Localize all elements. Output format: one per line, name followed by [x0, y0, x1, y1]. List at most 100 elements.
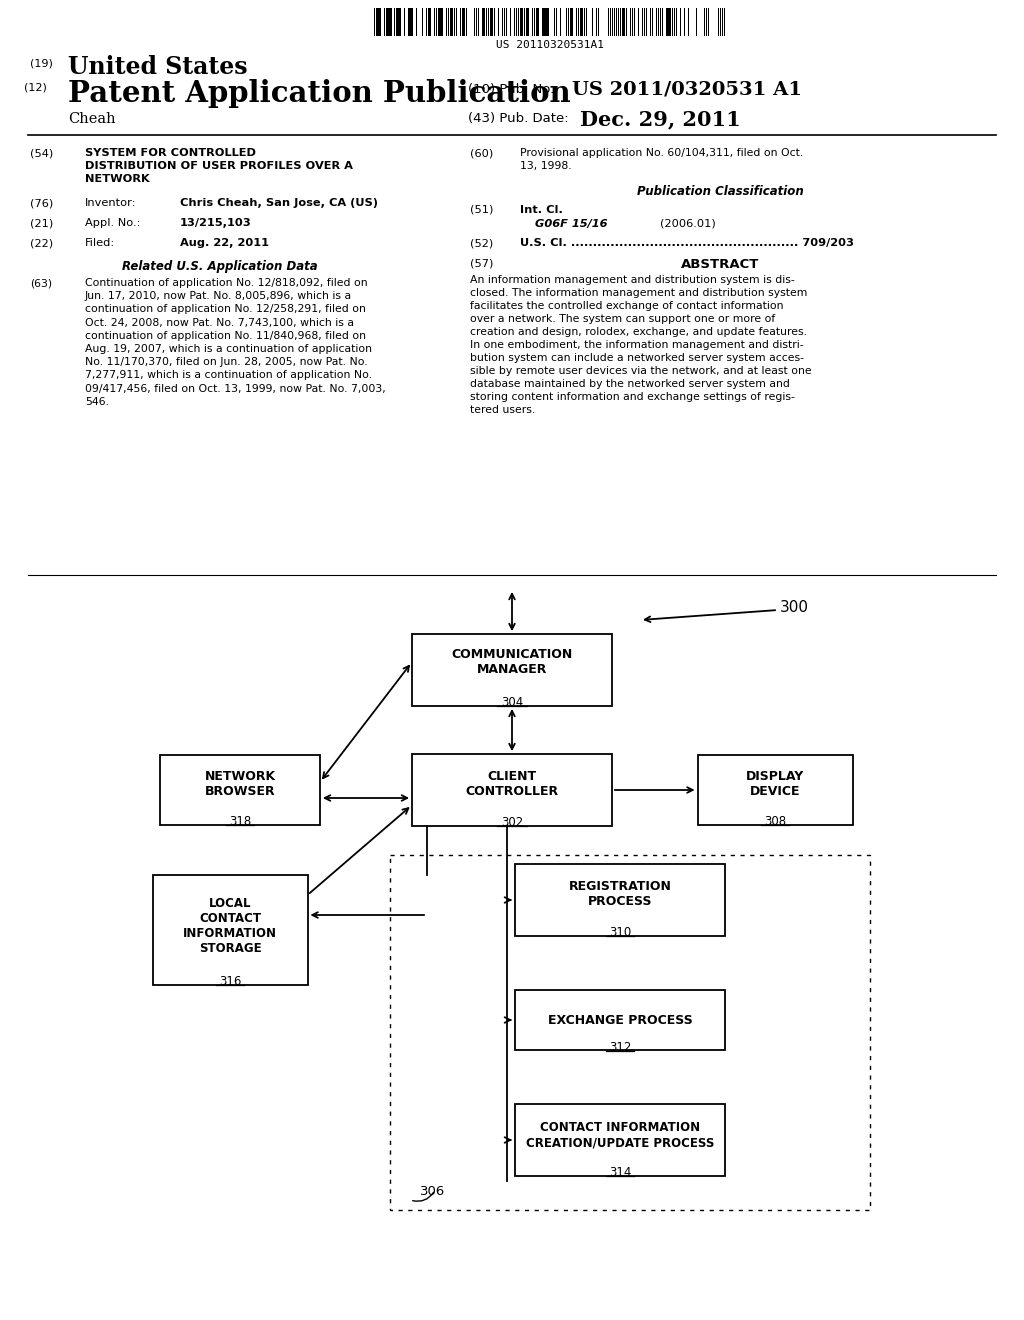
Bar [452, 8, 454, 36]
Bar [422, 8, 423, 36]
Bar [515, 865, 725, 936]
Bar [718, 8, 719, 36]
Text: 13/215,103: 13/215,103 [180, 218, 252, 228]
Bar [412, 634, 612, 706]
Text: 312: 312 [609, 1041, 631, 1053]
Bar [408, 8, 411, 36]
Text: 308: 308 [764, 814, 786, 828]
Bar [568, 8, 569, 36]
Bar [556, 8, 557, 36]
Bar [688, 8, 689, 36]
Bar [646, 8, 647, 36]
Bar [706, 8, 708, 36]
Bar [676, 8, 677, 36]
Bar [436, 8, 437, 36]
Text: (57): (57) [470, 257, 494, 268]
Bar [416, 8, 418, 36]
Bar [620, 8, 622, 36]
Bar [446, 8, 447, 36]
Bar [724, 8, 725, 36]
Text: (22): (22) [30, 238, 53, 248]
Text: U.S. Cl. .................................................... 709/203: U.S. Cl. ...............................… [520, 238, 854, 248]
Bar [454, 8, 456, 36]
Text: continuation of application No. 12/258,291, filed on: continuation of application No. 12/258,2… [85, 305, 366, 314]
Bar [622, 8, 625, 36]
Text: 13, 1998.: 13, 1998. [520, 161, 571, 172]
Text: continuation of application No. 11/840,968, filed on: continuation of application No. 11/840,9… [85, 331, 366, 341]
Bar [580, 8, 583, 36]
Text: database maintained by the networked server system and: database maintained by the networked ser… [470, 379, 790, 389]
Text: No. 11/170,370, filed on Jun. 28, 2005, now Pat. No.: No. 11/170,370, filed on Jun. 28, 2005, … [85, 358, 368, 367]
Bar [672, 8, 674, 36]
Text: (10) Pub. No.:: (10) Pub. No.: [468, 83, 559, 96]
Bar [560, 8, 561, 36]
Text: Patent Application Publication: Patent Application Publication [68, 79, 570, 108]
Text: 314: 314 [609, 1166, 631, 1179]
Text: Oct. 24, 2008, now Pat. No. 7,743,100, which is a: Oct. 24, 2008, now Pat. No. 7,743,100, w… [85, 318, 354, 327]
Bar [632, 8, 633, 36]
Bar [506, 8, 507, 36]
Text: (19): (19) [30, 58, 53, 69]
Bar [510, 8, 511, 36]
Text: (51): (51) [470, 205, 494, 215]
Bar [153, 875, 307, 985]
Text: storing content information and exchange settings of regis-: storing content information and exchange… [470, 392, 795, 403]
Bar [396, 8, 400, 36]
Bar [482, 8, 484, 36]
Text: (54): (54) [30, 148, 53, 158]
Bar [554, 8, 555, 36]
Bar [516, 8, 517, 36]
Bar [478, 8, 479, 36]
Bar [160, 755, 319, 825]
Bar [526, 8, 528, 36]
Text: (60): (60) [470, 148, 494, 158]
Bar [520, 8, 522, 36]
Bar [384, 8, 385, 36]
Text: Chris Cheah, San Jose, CA (US): Chris Cheah, San Jose, CA (US) [180, 198, 378, 209]
Text: CLIENT
CONTROLLER: CLIENT CONTROLLER [466, 770, 558, 799]
Text: (76): (76) [30, 198, 53, 209]
Text: Continuation of application No. 12/818,092, filed on: Continuation of application No. 12/818,0… [85, 279, 368, 288]
Text: 304: 304 [501, 696, 523, 709]
Bar [575, 8, 578, 36]
Text: bution system can include a networked server system acces-: bution system can include a networked se… [470, 352, 804, 363]
Text: 7,277,911, which is a continuation of application No.: 7,277,911, which is a continuation of ap… [85, 371, 372, 380]
Bar [374, 8, 376, 36]
Bar [650, 8, 651, 36]
Text: Cheah: Cheah [68, 112, 116, 125]
Text: (43) Pub. Date:: (43) Pub. Date: [468, 112, 568, 125]
Bar [494, 8, 496, 36]
Bar [612, 8, 613, 36]
Bar [566, 8, 567, 36]
Bar [652, 8, 653, 36]
Text: COMMUNICATION
MANAGER: COMMUNICATION MANAGER [452, 648, 572, 676]
Text: Int. Cl.: Int. Cl. [520, 205, 563, 215]
Bar [438, 8, 442, 36]
Bar [542, 8, 546, 36]
Bar [386, 8, 388, 36]
Bar [460, 8, 461, 36]
Text: closed. The information management and distribution system: closed. The information management and d… [470, 288, 807, 298]
Text: sible by remote user devices via the network, and at least one: sible by remote user devices via the net… [470, 366, 812, 376]
Text: US 2011/0320531 A1: US 2011/0320531 A1 [572, 81, 802, 98]
Text: Filed:: Filed: [85, 238, 116, 248]
Bar [426, 8, 427, 36]
Bar [572, 8, 573, 36]
Bar [404, 8, 406, 36]
Bar [524, 8, 525, 36]
Text: Jun. 17, 2010, now Pat. No. 8,005,896, which is a: Jun. 17, 2010, now Pat. No. 8,005,896, w… [85, 292, 352, 301]
Text: ABSTRACT: ABSTRACT [681, 257, 759, 271]
Bar [390, 855, 870, 1210]
Text: 318: 318 [229, 814, 251, 828]
Text: REGISTRATION
PROCESS: REGISTRATION PROCESS [568, 880, 672, 908]
Bar [449, 8, 450, 36]
Bar [708, 8, 710, 36]
Bar [598, 8, 599, 36]
Bar [388, 8, 392, 36]
Bar [528, 8, 529, 36]
Text: NETWORK: NETWORK [85, 174, 150, 183]
Text: Publication Classification: Publication Classification [637, 185, 804, 198]
Bar [412, 754, 612, 826]
Text: (52): (52) [470, 238, 494, 248]
Bar [570, 8, 572, 36]
